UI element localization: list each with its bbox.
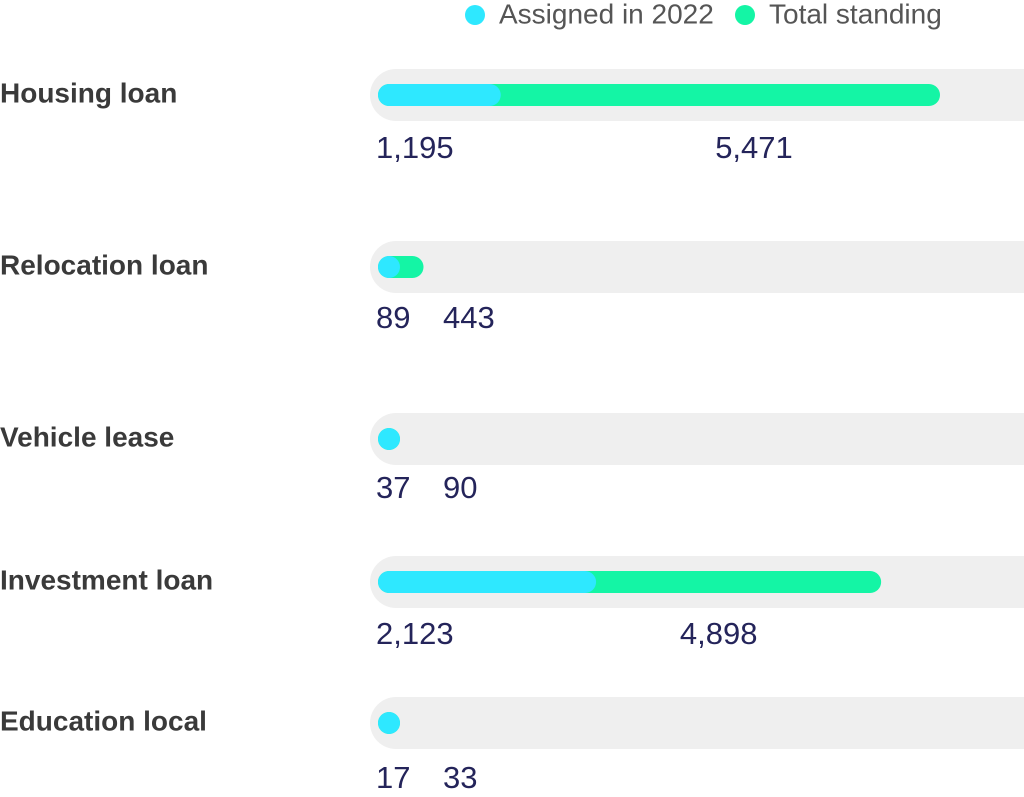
category-label: Vehicle lease: [0, 421, 174, 452]
bar: [378, 84, 940, 106]
bar: [378, 256, 400, 278]
track: [370, 241, 1024, 293]
value-label: 1,195: [376, 130, 454, 165]
value-label: 90: [443, 470, 477, 505]
value-label: 17: [376, 760, 410, 795]
bar: [378, 428, 400, 450]
track: [370, 413, 1024, 465]
bar: [378, 712, 400, 734]
legend-marker: [465, 5, 485, 25]
track: [370, 697, 1024, 749]
bar: [378, 84, 501, 106]
value-label: 4,898: [680, 616, 758, 651]
value-label: 33: [443, 760, 477, 795]
category-label: Investment loan: [0, 564, 213, 595]
category-label: Education local: [0, 705, 207, 736]
value-label: 37: [376, 470, 410, 505]
legend-label: Total standing: [769, 0, 942, 29]
bar: [378, 571, 597, 593]
value-label: 89: [376, 300, 410, 335]
legend-marker: [735, 5, 755, 25]
category-label: Housing loan: [0, 77, 177, 108]
value-label: 5,471: [715, 130, 793, 165]
value-label: 2,123: [376, 616, 454, 651]
category-label: Relocation loan: [0, 249, 208, 280]
legend-label: Assigned in 2022: [499, 0, 714, 29]
value-label: 443: [443, 300, 495, 335]
